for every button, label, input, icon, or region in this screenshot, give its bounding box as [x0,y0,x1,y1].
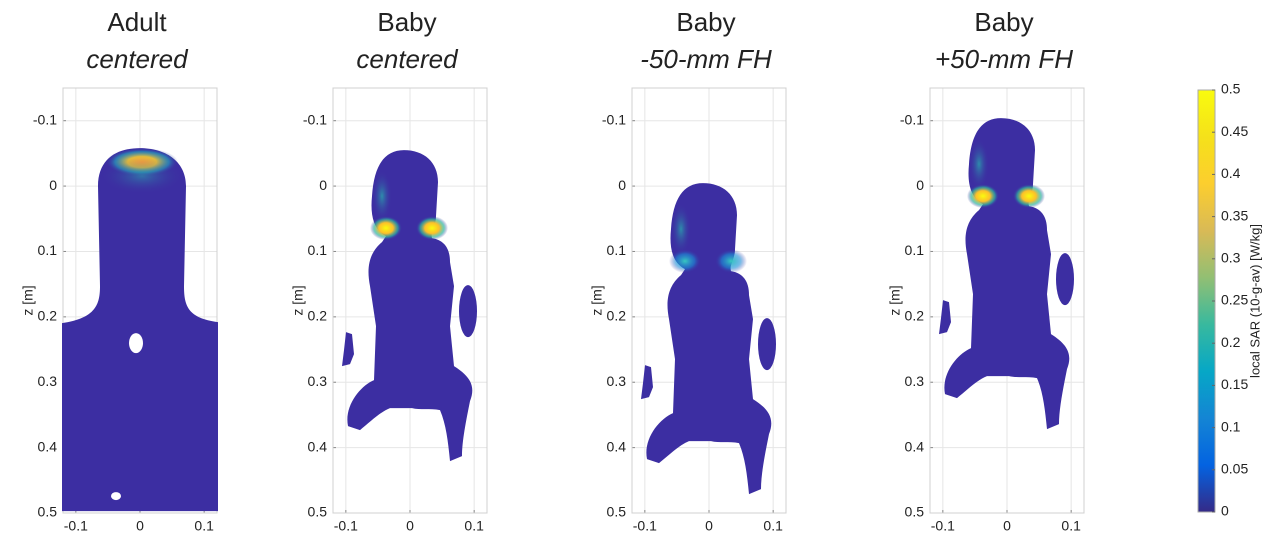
x-tick-label: 0 [136,518,144,534]
y-axis-label: z [m] [589,285,605,315]
panel-subtitle: +50-mm FH [935,44,1073,74]
baby-sar-map [641,183,776,495]
baby-sar-map [939,118,1074,430]
y-tick-label: -0.1 [602,111,626,127]
y-tick-label: -0.1 [900,111,924,127]
x-tick-label: 0.1 [1061,518,1081,534]
colorbar-tick-label: 0.1 [1221,418,1241,434]
colorbar-tick-label: 0.5 [1221,81,1241,97]
y-tick-label: 0.3 [308,373,328,389]
y-tick-label: 0.1 [308,242,328,258]
panel-subtitle: centered [356,44,459,74]
body [62,148,218,512]
panel-subtitle: -50-mm FH [640,44,772,74]
y-tick-label: 0.5 [38,504,58,520]
y-tick-label: 0.2 [38,308,58,324]
axes-box [929,87,1085,514]
hotspot [100,158,184,195]
arm [758,318,776,371]
y-axis-label: z [m] [290,285,306,315]
x-tick-label: -0.1 [931,518,955,534]
panel-title: Adult [107,7,167,37]
y-tick-label: -0.1 [303,111,327,127]
y-tick-label: 0.5 [905,504,925,520]
y-tick-label: 0.3 [905,373,925,389]
axes-box [332,87,488,514]
hotspot [370,216,402,241]
colorbar-tick-label: 0 [1221,503,1229,519]
colorbar-tick-label: 0.2 [1221,334,1241,350]
panel: Adult centered -0.1 0 0.1 0.2 0.3 0.4 0.5 -0.1 0 0.… [20,7,218,534]
y-tick-label: 0.4 [607,438,627,454]
y-tick-label: 0 [916,177,924,193]
adult-sar-map [62,148,218,512]
panel-subtitle: centered [86,44,189,74]
colorbar-tick-label: 0.15 [1221,376,1248,392]
y-tick-label: 0.4 [308,438,328,454]
x-tick-label: 0 [406,518,414,534]
hole [111,492,121,501]
hotspot [969,138,989,191]
hotspot [715,249,747,274]
x-tick-label: 0 [705,518,713,534]
panel-title: Baby [676,7,735,37]
panel: Baby +50-mm FH -0.1 0 0.1 0.2 0.3 0.4 0.5 -0.1 0 0.… [887,7,1085,534]
panel-title: Baby [377,7,436,37]
colorbar-tick-label: 0.4 [1221,165,1241,181]
x-tick-label: 0.1 [763,518,783,534]
colorbar-label: local SAR (10-g-av) [W/kg] [1247,224,1262,378]
y-tick-label: 0.3 [607,373,627,389]
x-tick-label: -0.1 [633,518,657,534]
arm-fragment [342,332,354,367]
colorbar-tick-label: 0.35 [1221,207,1248,223]
arm [1056,253,1074,306]
x-tick-label: 0.1 [194,518,214,534]
arm-fragment [939,300,951,335]
y-tick-label: 0.2 [607,308,627,324]
y-axis-label: z [m] [887,285,903,315]
hotspot [416,216,448,241]
colorbar-tick-label: 0.05 [1221,461,1248,477]
y-tick-label: 0.4 [905,438,925,454]
y-tick-label: 0.2 [905,308,925,324]
y-tick-label: -0.1 [33,111,57,127]
axes-box [62,87,218,514]
y-tick-label: 0 [618,177,626,193]
y-axis-label: z [m] [20,285,36,315]
x-tick-label: -0.1 [64,518,88,534]
x-tick-label: -0.1 [334,518,358,534]
hotspot [372,170,392,223]
y-tick-label: 0.5 [607,504,627,520]
y-tick-label: 0.1 [38,242,58,258]
panel: Baby centered -0.1 0 0.1 0.2 0.3 0.4 0.5 -0.1 0 0.1… [290,7,488,534]
panel-title: Baby [974,7,1033,37]
colorbar-tick-label: 0.25 [1221,292,1248,308]
panel: Baby -50-mm FH -0.1 0 0.1 0.2 0.3 0.4 0.5 -0.1 0 0.… [589,7,787,534]
y-tick-label: 0.2 [308,308,328,324]
y-tick-label: 0.1 [905,242,925,258]
arm [459,285,477,338]
y-tick-label: 0.5 [308,504,328,520]
hotspot [671,203,691,256]
x-tick-label: 0 [1003,518,1011,534]
hotspot [1013,184,1045,209]
y-tick-label: 0.4 [38,438,58,454]
x-tick-label: 0.1 [464,518,484,534]
y-tick-label: 0.3 [38,373,58,389]
baby-sar-map [342,150,477,462]
hotspot [669,249,701,274]
y-tick-label: 0 [49,177,57,193]
y-tick-label: 0 [319,177,327,193]
hole [129,333,143,354]
hotspot [967,184,999,209]
colorbar-tick-label: 0.45 [1221,123,1248,139]
y-tick-label: 0.1 [607,242,627,258]
arm-fragment [641,365,653,400]
axes-box [631,87,787,514]
colorbar-tick-label: 0.3 [1221,250,1241,266]
